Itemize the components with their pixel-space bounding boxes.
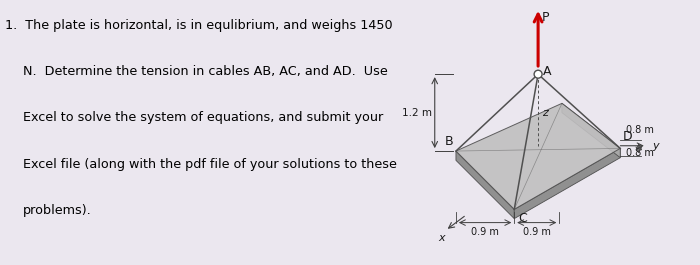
Text: N.  Determine the tension in cables AB, AC, and AD.  Use: N. Determine the tension in cables AB, A… <box>22 65 387 78</box>
Text: C: C <box>518 212 527 225</box>
Text: problems).: problems). <box>22 204 91 217</box>
Text: 0.9 m: 0.9 m <box>523 227 551 237</box>
Polygon shape <box>562 103 620 158</box>
Polygon shape <box>514 148 620 219</box>
Text: x: x <box>438 233 444 243</box>
Text: z: z <box>542 108 548 118</box>
Text: 0.9 m: 0.9 m <box>471 227 499 237</box>
Polygon shape <box>456 103 620 209</box>
Circle shape <box>534 70 542 78</box>
Text: A: A <box>543 65 552 78</box>
Text: 1.2 m: 1.2 m <box>402 108 432 118</box>
Text: 0.8 m: 0.8 m <box>626 148 653 158</box>
Text: B: B <box>444 135 454 148</box>
Text: P: P <box>542 11 550 24</box>
Text: y: y <box>652 141 659 151</box>
Text: D: D <box>623 130 633 143</box>
Text: 0.8 m: 0.8 m <box>626 125 653 135</box>
Polygon shape <box>456 151 514 219</box>
Text: Excel to solve the system of equations, and submit your: Excel to solve the system of equations, … <box>22 111 383 124</box>
Text: 1.  The plate is horizontal, is in equlibrium, and weighs 1450: 1. The plate is horizontal, is in equlib… <box>5 19 393 32</box>
Text: Excel file (along with the pdf file of your solutions to these: Excel file (along with the pdf file of y… <box>22 158 396 171</box>
